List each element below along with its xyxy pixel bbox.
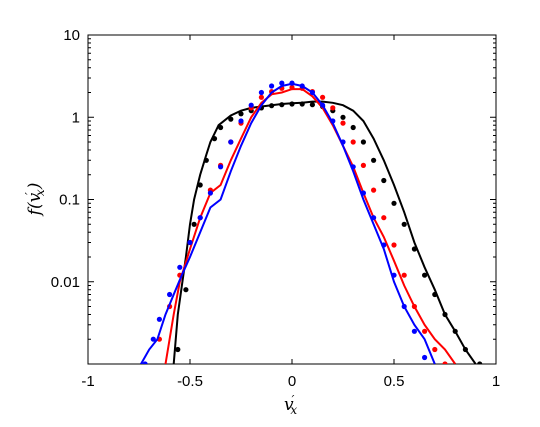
series-5-point (411, 328, 417, 334)
x-tick-label: -1 (81, 373, 94, 390)
series-5-point (289, 80, 295, 86)
series-1-point (391, 200, 397, 206)
series-5-point (381, 242, 387, 248)
y-tick-label: 1 (72, 109, 80, 126)
series-1-point (211, 136, 218, 142)
y-axis-label: f(v′x) (23, 183, 47, 218)
series-1-point (299, 101, 305, 107)
series-5-point (156, 316, 162, 322)
series-1-point (381, 177, 387, 184)
series-3-point (320, 94, 326, 100)
series-1-point (175, 346, 181, 353)
series-1-point (279, 102, 285, 108)
series-3-point (411, 303, 417, 310)
series-5-point (279, 80, 285, 86)
series-5-point (371, 215, 377, 221)
series-3-point (401, 272, 407, 278)
series-1-point (401, 221, 407, 227)
series-1-point (309, 102, 315, 108)
series-group (140, 80, 483, 364)
series-1-point (203, 157, 209, 163)
series-1-point (462, 346, 468, 353)
series-5-point (391, 272, 397, 278)
series-1-point (218, 124, 224, 131)
series-5-point (150, 336, 156, 342)
axis-ticks: -1 -0.5 0 0.5 1 0.01 0.1 1 10 (51, 27, 500, 390)
series-5-point (248, 102, 254, 108)
series-1-point (477, 361, 483, 364)
y-tick-label: 0.1 (59, 192, 80, 209)
y-tick-label: 0.01 (51, 274, 80, 291)
series-1-point (197, 182, 203, 188)
series-5-point (350, 164, 356, 170)
series-5-point (187, 239, 193, 246)
series-1-point (340, 114, 346, 120)
series-5-point (218, 164, 224, 170)
series-5-point (228, 139, 234, 145)
series-1-point (442, 311, 448, 318)
series-1-point (411, 246, 417, 252)
series-5-point (360, 190, 366, 196)
x-tick-label: -0.5 (177, 373, 203, 390)
series-1-point (191, 221, 197, 227)
x-tick-label: 0.5 (384, 373, 405, 390)
series-5-point (309, 89, 315, 96)
series-1-point (360, 139, 366, 145)
series-1-point (228, 116, 234, 122)
series-1-point (289, 101, 295, 107)
series-5-point (207, 190, 213, 196)
series-5-point (177, 264, 183, 270)
series-line-0 (172, 100, 477, 364)
series-3-point (422, 328, 428, 334)
series-3-point (330, 105, 336, 111)
series-3-point (391, 242, 397, 248)
series-3-point (289, 84, 295, 91)
series-1-point (432, 291, 438, 298)
series-5-point (167, 291, 173, 298)
series-1-point (238, 111, 244, 117)
x-axis-label: v′ x (284, 393, 297, 417)
series-3-point (258, 94, 264, 100)
series-5-point (422, 354, 428, 361)
series-3-point (432, 346, 438, 353)
series-5-point (320, 102, 326, 108)
series-5-point (197, 215, 203, 221)
series-3-point (360, 162, 366, 168)
series-1-point (350, 124, 356, 131)
series-1-point (269, 103, 275, 109)
series-5-point (299, 83, 305, 89)
series-5-point (269, 83, 275, 89)
series-5-point (340, 139, 346, 145)
series-5-point (258, 89, 264, 96)
series-3-point (350, 139, 356, 145)
series-5-point (142, 361, 148, 364)
series-3-point (381, 215, 387, 221)
x-tick-label: 0 (288, 373, 296, 390)
y-tick-label: 10 (63, 27, 80, 44)
series-3-point (371, 187, 377, 193)
series-1-point (371, 157, 377, 163)
series-1-point (422, 272, 428, 278)
series-5-point (238, 118, 244, 124)
series-1-point (183, 287, 189, 293)
series-3-point (340, 120, 346, 126)
series-line-4 (140, 82, 436, 364)
series-5-point (401, 303, 407, 310)
x-tick-label: 1 (492, 373, 500, 390)
series-5-point (330, 118, 336, 124)
series-1-point (452, 328, 458, 334)
series-3-point (442, 361, 448, 364)
series-line-2 (164, 88, 457, 364)
